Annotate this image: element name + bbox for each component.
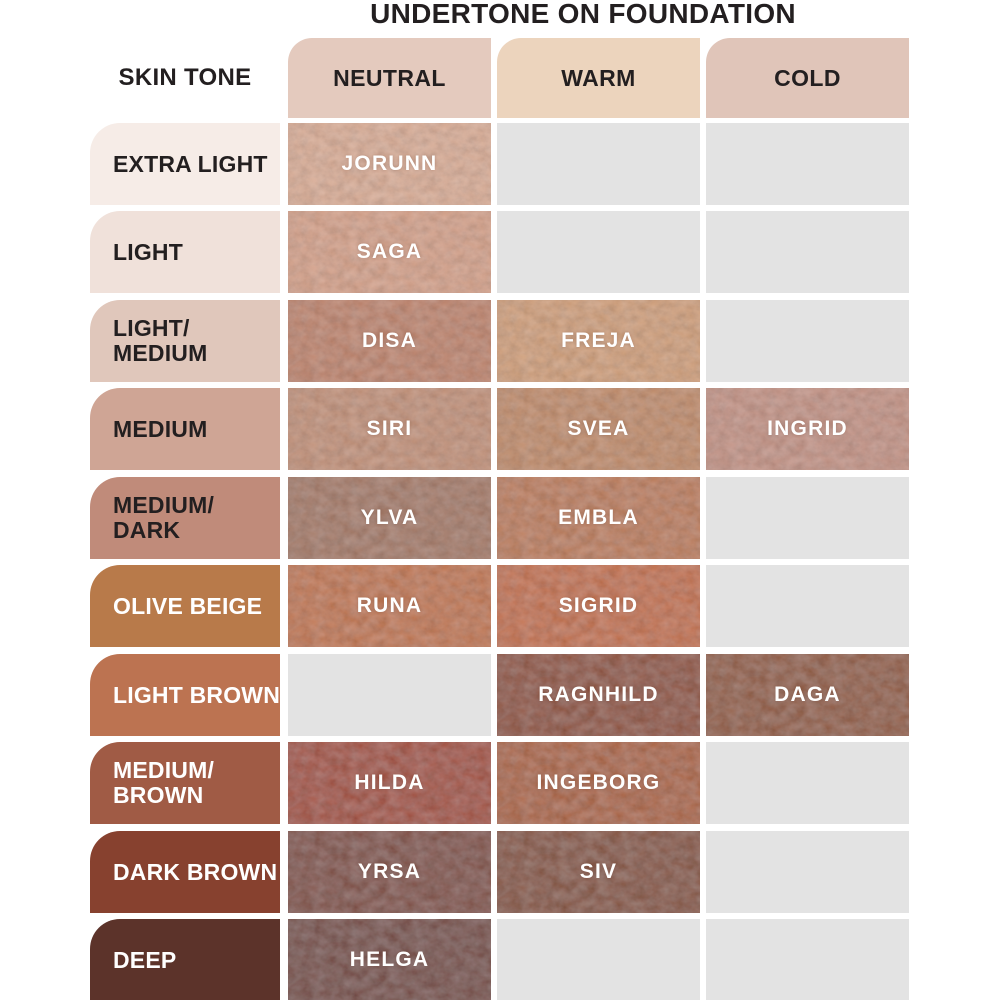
shade-cell-siv: SIV: [497, 831, 700, 913]
empty-cell: [706, 742, 909, 824]
shade-name: SVEA: [567, 417, 630, 440]
empty-cell: [706, 477, 909, 559]
powder-texture: [288, 742, 491, 824]
shade-name: SIRI: [366, 417, 413, 440]
powder-texture: [497, 300, 700, 382]
powder-texture: [497, 565, 700, 647]
powder-texture: [288, 388, 491, 470]
shade-cell-ingrid: INGRID: [706, 388, 909, 470]
shade-cell-sigrid: SIGRID: [497, 565, 700, 647]
shade-name: SIGRID: [558, 594, 639, 617]
shade-cell-embla: EMBLA: [497, 477, 700, 559]
shade-cell-ragnhild: RAGNHILD: [497, 654, 700, 736]
powder-texture: [706, 388, 909, 470]
column-header-cold: COLD: [706, 38, 909, 118]
powder-texture: [497, 654, 700, 736]
powder-texture: [288, 123, 491, 205]
shade-cell-freja: FREJA: [497, 300, 700, 382]
row-label-light-brown: LIGHT BROWN: [90, 654, 280, 736]
column-header-warm: WARM: [497, 38, 700, 118]
powder-texture: [497, 742, 700, 824]
shade-name: YLVA: [360, 506, 419, 529]
powder-texture: [288, 565, 491, 647]
powder-texture: [497, 388, 700, 470]
shade-name: HILDA: [354, 771, 425, 794]
powder-texture: [288, 919, 491, 1000]
empty-cell: [288, 654, 491, 736]
row-label-medium-dark: MEDIUM/ DARK: [90, 477, 280, 559]
shade-name: SIV: [579, 860, 618, 883]
empty-cell: [706, 919, 909, 1000]
powder-texture: [288, 211, 491, 293]
powder-texture: [497, 831, 700, 913]
skin-tone-column-header: SKIN TONE: [118, 64, 252, 91]
shade-name: JORUNN: [341, 152, 438, 175]
row-label-deep: DEEP: [90, 919, 280, 1000]
shade-cell-runa: RUNA: [288, 565, 491, 647]
empty-cell: [706, 300, 909, 382]
shade-name: FREJA: [561, 329, 636, 352]
shade-name: RAGNHILD: [538, 683, 659, 706]
shade-cell-siri: SIRI: [288, 388, 491, 470]
row-label-light-medium: LIGHT/ MEDIUM: [90, 300, 280, 382]
empty-cell: [706, 123, 909, 205]
shade-cell-helga: HELGA: [288, 919, 491, 1000]
shade-name: SAGA: [356, 240, 423, 263]
shade-name: HELGA: [349, 948, 430, 971]
row-label-extra-light: EXTRA LIGHT: [90, 123, 280, 205]
powder-texture: [288, 831, 491, 913]
shade-name: YRSA: [357, 860, 422, 883]
row-label-dark-brown: DARK BROWN: [90, 831, 280, 913]
powder-texture: [706, 654, 909, 736]
empty-cell: [706, 831, 909, 913]
shade-name: DAGA: [774, 683, 841, 706]
powder-texture: [288, 477, 491, 559]
shade-cell-ylva: YLVA: [288, 477, 491, 559]
shade-cell-daga: DAGA: [706, 654, 909, 736]
shade-name: EMBLA: [558, 506, 639, 529]
shade-cell-jorunn: JORUNN: [288, 123, 491, 205]
shade-cell-yrsa: YRSA: [288, 831, 491, 913]
row-label-medium-brown: MEDIUM/ BROWN: [90, 742, 280, 824]
empty-cell: [497, 123, 700, 205]
empty-cell: [706, 565, 909, 647]
row-label-medium: MEDIUM: [90, 388, 280, 470]
shade-cell-hilda: HILDA: [288, 742, 491, 824]
row-label-light: LIGHT: [90, 211, 280, 293]
shade-cell-ingeborg: INGEBORG: [497, 742, 700, 824]
row-label-olive-beige: OLIVE BEIGE: [90, 565, 280, 647]
shade-cell-saga: SAGA: [288, 211, 491, 293]
shade-name: INGRID: [767, 417, 848, 440]
powder-texture: [288, 300, 491, 382]
column-header-neutral: NEUTRAL: [288, 38, 491, 118]
shade-name: RUNA: [356, 594, 423, 617]
empty-cell: [497, 919, 700, 1000]
chart-title: UNDERTONE ON FOUNDATION: [370, 0, 796, 29]
shade-cell-svea: SVEA: [497, 388, 700, 470]
empty-cell: [706, 211, 909, 293]
shade-name: INGEBORG: [536, 771, 661, 794]
shade-name: DISA: [362, 329, 417, 352]
empty-cell: [497, 211, 700, 293]
shade-cell-disa: DISA: [288, 300, 491, 382]
powder-texture: [497, 477, 700, 559]
